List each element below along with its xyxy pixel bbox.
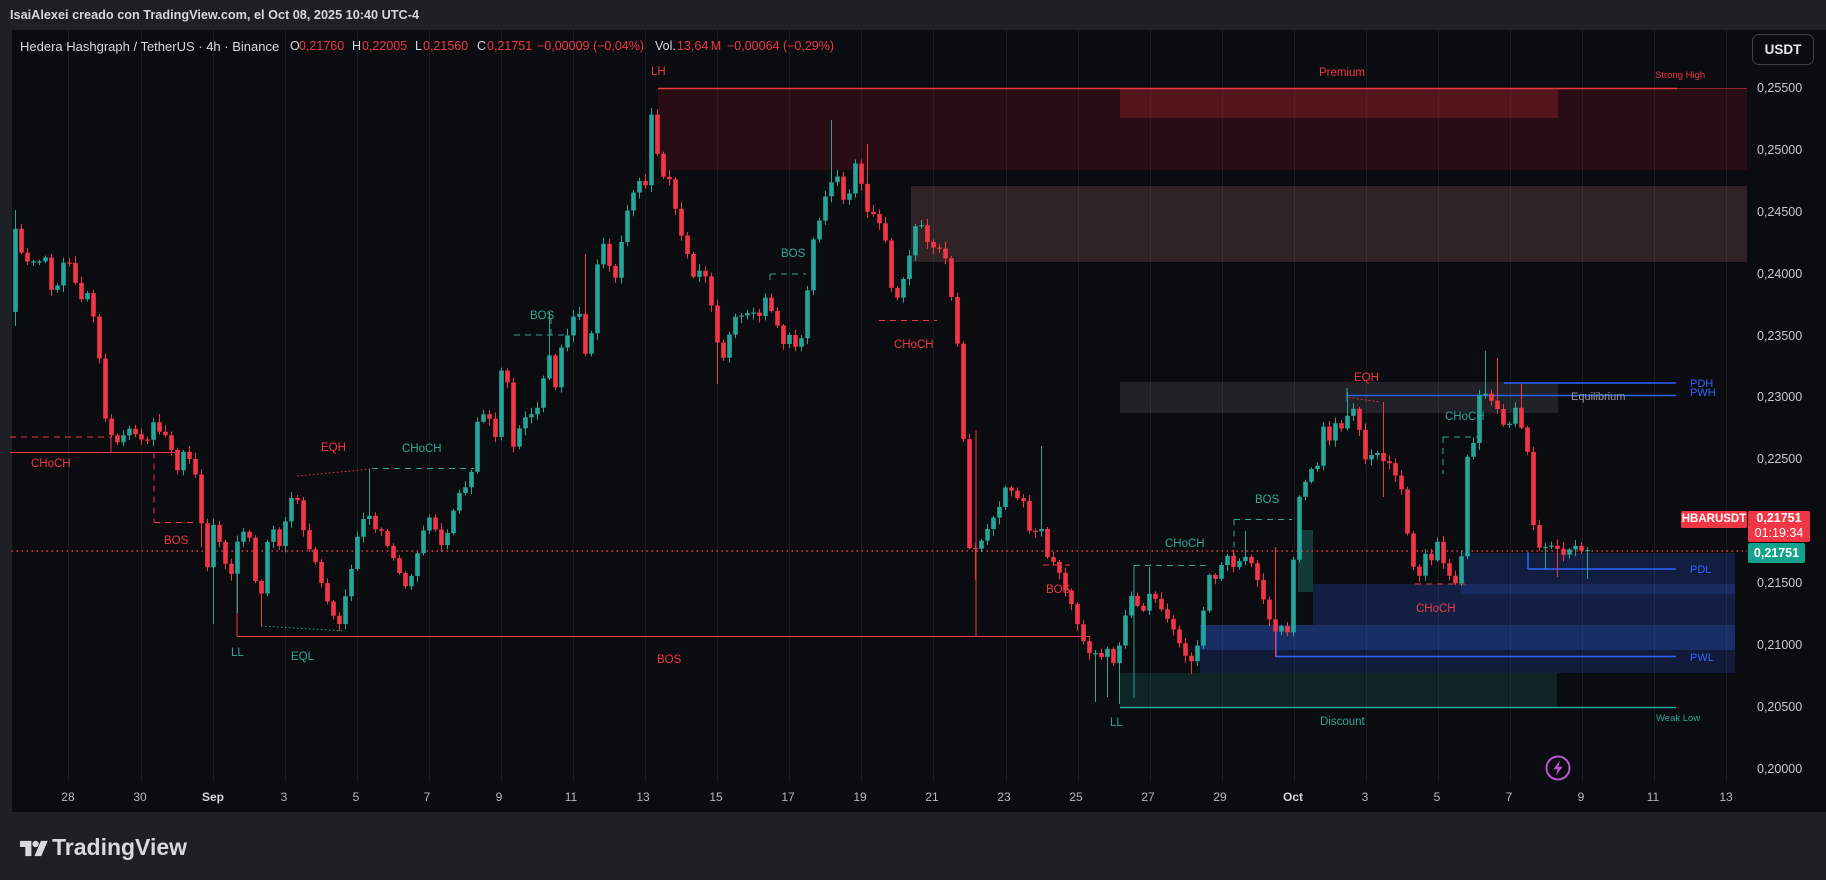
svg-text:CHoCH: CHoCH	[31, 458, 71, 470]
svg-text:BOS: BOS	[657, 654, 682, 666]
svg-text:EQH: EQH	[321, 442, 346, 454]
svg-text:Weak Low: Weak Low	[1656, 713, 1700, 724]
svg-text:EQL: EQL	[291, 651, 315, 663]
svg-text:LL: LL	[1110, 717, 1123, 729]
svg-text:LH: LH	[651, 66, 666, 78]
svg-text:LL: LL	[231, 647, 244, 659]
svg-text:CHoCH: CHoCH	[894, 339, 934, 351]
svg-text:CHoCH: CHoCH	[402, 443, 442, 455]
svg-text:BOS: BOS	[164, 535, 189, 547]
svg-text:BOS: BOS	[781, 248, 806, 260]
svg-text:CHoCH: CHoCH	[1445, 411, 1485, 423]
svg-text:PDL: PDL	[1690, 564, 1711, 576]
svg-text:BOS: BOS	[1046, 584, 1071, 596]
svg-text:CHoCH: CHoCH	[1416, 603, 1456, 615]
svg-text:Discount: Discount	[1320, 716, 1366, 728]
svg-text:PWH: PWH	[1690, 387, 1716, 399]
svg-text:BOS: BOS	[530, 310, 555, 322]
svg-text:PWL: PWL	[1690, 652, 1714, 664]
svg-text:Equilibrium: Equilibrium	[1571, 391, 1625, 403]
svg-text:BOS: BOS	[1255, 494, 1280, 506]
svg-text:EQH: EQH	[1354, 372, 1379, 384]
svg-text:PDH: PDH	[1690, 378, 1713, 390]
svg-text:Premium: Premium	[1319, 67, 1365, 79]
svg-text:CHoCH: CHoCH	[1165, 538, 1205, 550]
svg-text:Strong High: Strong High	[1655, 70, 1705, 81]
